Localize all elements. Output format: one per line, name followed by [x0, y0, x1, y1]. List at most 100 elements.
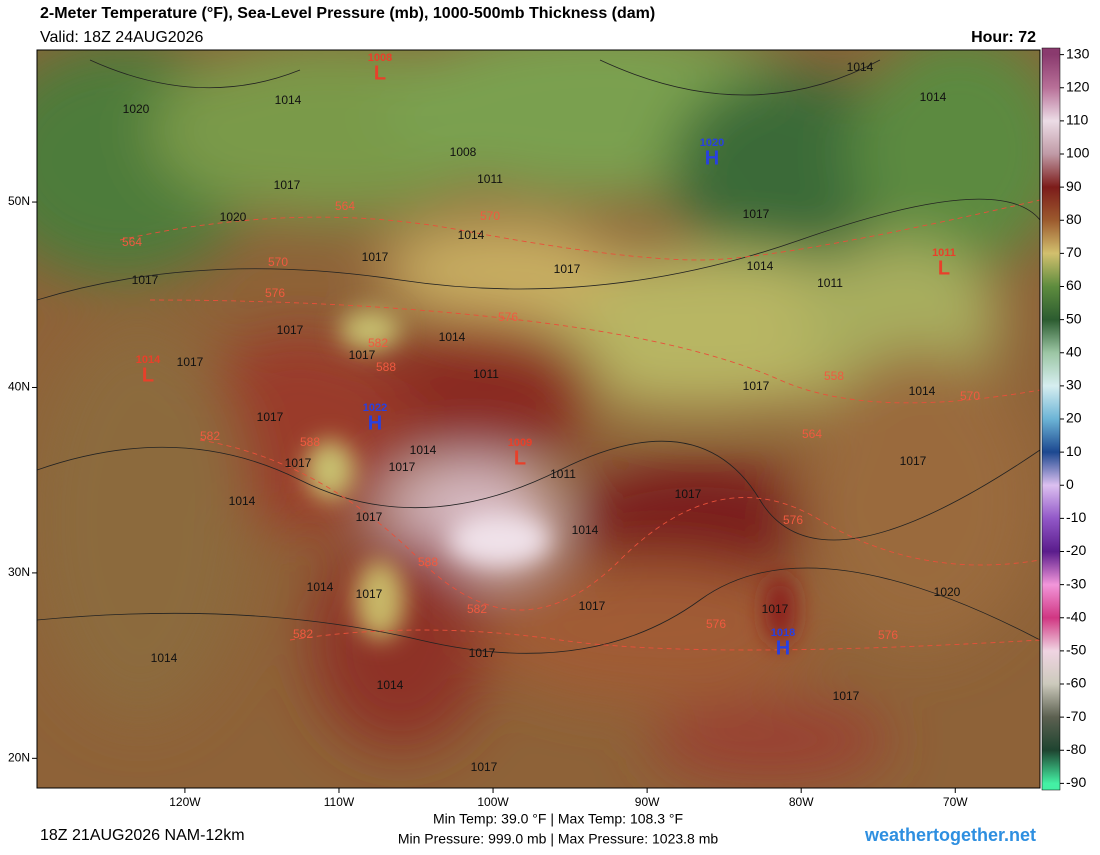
- y-tick-label: 50N: [8, 194, 30, 208]
- thickness-label: 588: [300, 435, 320, 449]
- thickness-label: 576: [878, 628, 898, 642]
- pressure-center-value: 1009: [508, 437, 532, 449]
- colorbar-tick-label: -30: [1066, 575, 1086, 591]
- isobar-label: 1017: [362, 250, 389, 264]
- thickness-label: 576: [706, 617, 726, 631]
- isobar-label: 1017: [471, 760, 498, 774]
- colorbar-tick-label: 80: [1066, 211, 1082, 227]
- x-tick-label: 120W: [169, 795, 201, 809]
- pressure-center-value: 1014: [136, 354, 161, 366]
- colorbar-tick-label: -10: [1066, 509, 1086, 525]
- pressure-center-letter: L: [142, 364, 154, 386]
- thickness-label: 582: [467, 602, 487, 616]
- thickness-label: 570: [480, 209, 500, 223]
- colorbar-tick-label: -60: [1066, 675, 1086, 691]
- colorbar-tick-label: 40: [1066, 343, 1082, 359]
- isobar-label: 1017: [833, 689, 860, 703]
- isobar-label: 1011: [550, 467, 576, 481]
- isobar-label: 1017: [900, 454, 927, 468]
- isobar-label: 1014: [847, 60, 874, 74]
- site-credit: weathertogether.net: [864, 825, 1036, 845]
- isobar-label: 1014: [275, 93, 302, 107]
- pressure-center-letter: H: [368, 412, 382, 434]
- thickness-contours: [119, 199, 1040, 651]
- thickness-label: 588: [376, 360, 396, 374]
- temperature-extremes: Min Temp: 39.0 °F | Max Temp: 108.3 °F: [433, 811, 683, 827]
- pressure-center-letter: L: [514, 447, 526, 469]
- colorbar-tick-label: 50: [1066, 310, 1082, 326]
- isobar-contours: [37, 59, 1040, 654]
- x-tick-label: 80W: [789, 795, 814, 809]
- thickness-label: 570: [268, 255, 288, 269]
- pressure-center-letter: L: [374, 62, 386, 84]
- isobar-label: 1017: [554, 262, 581, 276]
- isobar-label: 1017: [743, 379, 770, 393]
- isobar-label: 1014: [458, 228, 485, 242]
- isobar-label: 1017: [675, 487, 702, 501]
- colorbar-tick-label: -40: [1066, 608, 1086, 624]
- y-tick-label: 40N: [8, 380, 30, 394]
- thickness-label: 582: [368, 336, 388, 350]
- isobar-label: 1017: [389, 460, 416, 474]
- isobar-label: 1014: [151, 651, 178, 665]
- isobar-label: 1011: [817, 276, 843, 290]
- x-tick-label: 110W: [324, 795, 355, 809]
- y-tick-label: 30N: [8, 565, 30, 579]
- isobar-label: 1017: [743, 207, 770, 221]
- isobar-label: 1017: [356, 587, 383, 601]
- isobar-label: 1017: [132, 273, 159, 287]
- isobar-label: 1017: [257, 410, 284, 424]
- thickness-label: 564: [122, 235, 142, 249]
- isobar-label: 1014: [410, 443, 437, 457]
- temperature-detail: [305, 310, 795, 645]
- colorbar-tick-label: -80: [1066, 741, 1086, 757]
- model-run: 18Z 21AUG2026 NAM-12km: [40, 827, 245, 844]
- thickness-label: 582: [200, 429, 220, 443]
- isobar-label: 1014: [377, 678, 404, 692]
- isobar-label: 1017: [762, 602, 789, 616]
- pressure-center-value: 1020: [700, 137, 724, 149]
- isobar-label: 1017: [349, 348, 376, 362]
- thickness-label: 570: [960, 389, 980, 403]
- pressure-center-value: 1011: [932, 247, 956, 259]
- isobar-label: 1017: [177, 355, 204, 369]
- isobar-label: 1014: [909, 384, 936, 398]
- thickness-label: 582: [293, 627, 313, 641]
- colorbar-tick-label: -50: [1066, 642, 1086, 658]
- colorbar: [1041, 47, 1061, 791]
- x-tick-label: 90W: [635, 795, 660, 809]
- isobar-label: 1008: [450, 145, 477, 159]
- colorbar-tick-label: 20: [1066, 410, 1082, 426]
- thickness-label: 558: [824, 369, 844, 383]
- isobar-label: 1014: [572, 523, 599, 537]
- isobar-label: 1017: [356, 510, 383, 524]
- isobar-label: 1017: [274, 178, 301, 192]
- isobar-label: 1014: [920, 90, 947, 104]
- colorbar-tick-label: -70: [1066, 708, 1086, 724]
- colorbar-tick-label: 0: [1066, 476, 1074, 492]
- forecast-hour: Hour: 72: [971, 29, 1036, 46]
- map-frame: [36, 49, 1041, 789]
- valid-time: Valid: 18Z 24AUG2026: [40, 29, 203, 46]
- isobar-label: 1017: [285, 456, 312, 470]
- isobar-label: 1014: [439, 330, 466, 344]
- isobar-label: 1017: [277, 323, 304, 337]
- map-area: 1008L1020H1014L1022H1009L1011L1018H10201…: [37, 50, 1040, 788]
- isobar-label: 1014: [229, 494, 256, 508]
- thickness-label: 588: [418, 555, 438, 569]
- colorbar-tick-label: 130: [1066, 45, 1090, 61]
- title: 2-Meter Temperature (°F), Sea-Level Pres…: [40, 5, 655, 22]
- colorbar-tick-label: 10: [1066, 443, 1082, 459]
- colorbar-tick-label: 90: [1066, 178, 1082, 194]
- colorbar-tick-label: 100: [1066, 145, 1090, 161]
- thickness-label: 564: [335, 199, 355, 213]
- pressure-center-value: 1008: [368, 52, 392, 64]
- thickness-label: 576: [783, 513, 803, 527]
- isobar-label: 1014: [307, 580, 334, 594]
- thickness-label: 564: [802, 427, 822, 441]
- isobar-label: 1020: [220, 210, 247, 224]
- colorbar-tick-label: -20: [1066, 542, 1086, 558]
- isobar-label: 1011: [473, 367, 499, 381]
